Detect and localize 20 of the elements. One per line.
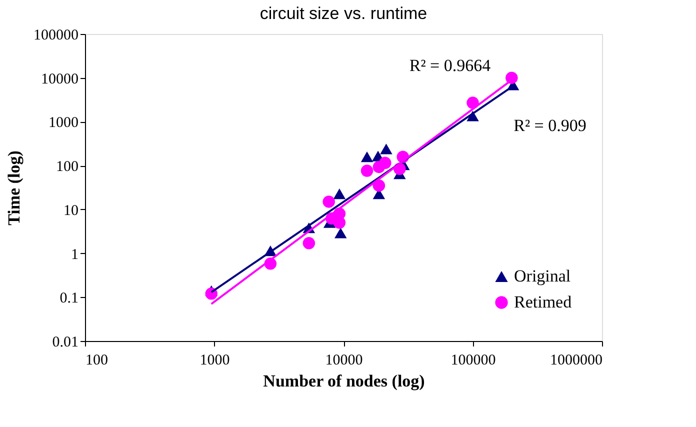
x-tick-label: 1000: [200, 352, 230, 368]
y-tick-label: 10000: [41, 71, 78, 88]
x-tick-label: 100000: [450, 352, 496, 368]
annotation: R² = 0.9664: [409, 56, 492, 75]
y-tick-label: 100: [56, 159, 78, 176]
chart-title: circuit size vs. runtime: [260, 4, 428, 23]
x-axis-title: Number of nodes (log): [263, 372, 425, 390]
y-axis-title: Time (log): [4, 150, 24, 226]
y-tick-label: 1000: [48, 115, 78, 132]
legend-label: Original: [514, 266, 571, 286]
x-tick-label: 1000000: [550, 352, 602, 368]
y-tick-label: 1: [71, 246, 78, 263]
y-tick-label: 0.01: [52, 334, 78, 350]
y-tick-label: 100000: [34, 28, 78, 44]
y-tick-label: 0.1: [60, 290, 78, 307]
x-tick-label: 100: [86, 352, 108, 368]
y-tick-label: 10: [64, 202, 78, 219]
annotation: R² = 0.909: [514, 116, 586, 135]
legend-label: Retimed: [514, 292, 572, 312]
x-tick-label: 10000: [325, 352, 363, 368]
